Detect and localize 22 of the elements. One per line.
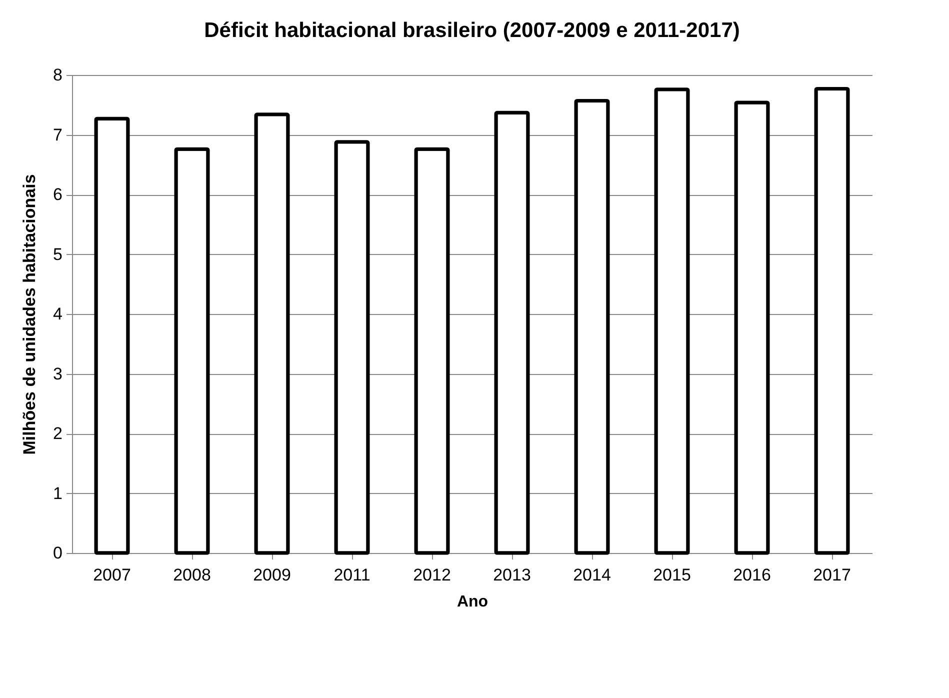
x-tick-label: 2007 (93, 566, 131, 584)
y-tick-label: 0 (53, 544, 62, 562)
y-tick-label: 7 (53, 125, 62, 144)
y-tick-label: 4 (53, 304, 62, 324)
x-tick-label: 2011 (334, 566, 370, 584)
x-tick-label: 2012 (413, 566, 451, 584)
y-tick-label: 3 (53, 364, 62, 384)
y-tick-label: 5 (53, 244, 62, 264)
x-tick-label: 2017 (813, 566, 851, 584)
x-tick-label: 2009 (253, 566, 291, 584)
y-tick-label: 2 (53, 424, 62, 443)
x-tick-label: 2008 (173, 566, 211, 584)
x-tick-label: 2014 (573, 566, 611, 584)
x-axis-title: Ano (456, 594, 488, 610)
x-tick-label: 2016 (733, 566, 771, 584)
y-tick-label: 8 (53, 66, 62, 84)
x-tick-label: 2015 (653, 566, 691, 584)
chart-title: Déficit habitacional brasileiro (2007-2009 e 2011-2017) (204, 19, 740, 42)
y-tick-label: 6 (53, 185, 62, 204)
x-tick-label: 2013 (493, 566, 531, 584)
y-axis-title: Milhões de unidades habitacionais (20, 174, 40, 455)
y-tick-label: 1 (53, 484, 62, 503)
